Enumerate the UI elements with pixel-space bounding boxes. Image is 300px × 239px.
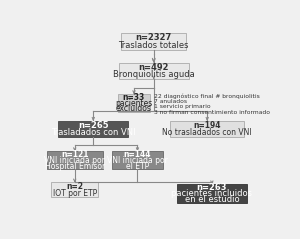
Text: VNI iniciada por: VNI iniciada por xyxy=(44,156,105,165)
FancyBboxPatch shape xyxy=(119,63,189,79)
FancyBboxPatch shape xyxy=(177,184,247,203)
Text: n=265: n=265 xyxy=(78,121,109,130)
Text: Traslados totales: Traslados totales xyxy=(118,41,189,50)
FancyBboxPatch shape xyxy=(52,182,98,197)
Text: n=2327: n=2327 xyxy=(136,33,172,42)
Text: Bronquiolitis aguda: Bronquiolitis aguda xyxy=(113,70,195,79)
Text: el ETP: el ETP xyxy=(126,162,149,170)
FancyBboxPatch shape xyxy=(170,121,244,137)
Text: No trasladados con VNI: No trasladados con VNI xyxy=(162,128,252,137)
FancyBboxPatch shape xyxy=(47,151,103,169)
Text: IOT por ETP: IOT por ETP xyxy=(52,189,97,198)
Text: VNI iniciada por: VNI iniciada por xyxy=(107,156,168,165)
Text: n=194: n=194 xyxy=(194,121,221,130)
Text: 1 servicio primario: 1 servicio primario xyxy=(154,104,211,109)
Text: n=263: n=263 xyxy=(196,183,227,192)
FancyBboxPatch shape xyxy=(121,33,186,50)
Text: Trasladados con VNI: Trasladados con VNI xyxy=(51,128,136,137)
FancyBboxPatch shape xyxy=(58,121,128,137)
FancyBboxPatch shape xyxy=(118,94,150,112)
Text: Hospital Emisor: Hospital Emisor xyxy=(45,162,105,170)
Text: n=492: n=492 xyxy=(139,63,169,72)
Text: pacientes: pacientes xyxy=(116,99,153,108)
Text: n=121: n=121 xyxy=(61,150,88,159)
Text: pacientes incluidos: pacientes incluidos xyxy=(171,189,252,198)
Text: n=144: n=144 xyxy=(124,150,151,159)
FancyBboxPatch shape xyxy=(112,151,163,169)
Text: n=2: n=2 xyxy=(66,182,83,191)
Text: 7 anulados: 7 anulados xyxy=(154,99,187,104)
Text: excluidos: excluidos xyxy=(116,104,152,114)
Text: n=33: n=33 xyxy=(123,93,145,102)
Text: en el estudio: en el estudio xyxy=(184,195,239,204)
Text: 22 diagnóstico final # bronquiolitis: 22 diagnóstico final # bronquiolitis xyxy=(154,93,260,99)
Text: 3 no firman consentimiento informado: 3 no firman consentimiento informado xyxy=(154,110,270,115)
